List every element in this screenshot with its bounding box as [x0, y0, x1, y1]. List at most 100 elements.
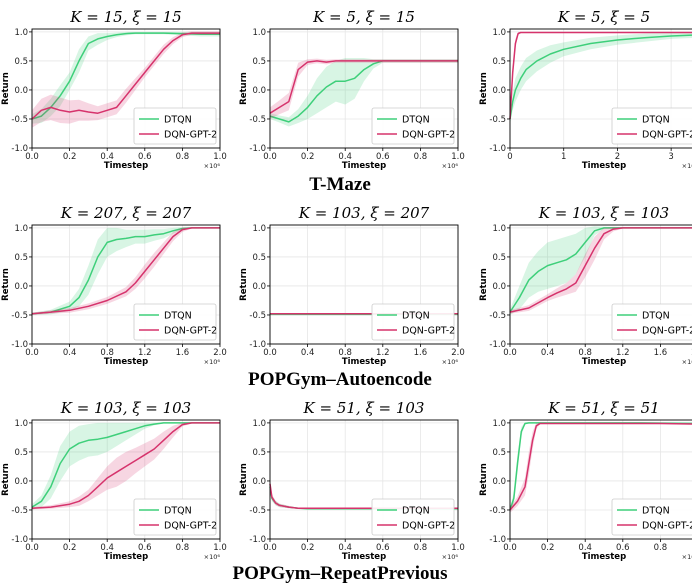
y-tick-label: 1.0	[492, 224, 506, 234]
x-tick-label: 0.0	[503, 543, 517, 553]
x-axis-multiplier: ×10⁶	[204, 162, 221, 170]
legend-box	[611, 303, 692, 341]
legend-box	[371, 498, 455, 536]
series-line-dtqn	[31, 422, 220, 508]
panel-2: K = 5, ξ = 15 0.0 0.2 0.4 0.6 0.8 1.0 -1.0 -0.5 0…	[239, 8, 465, 171]
x-tick-label: 0.8	[414, 543, 428, 553]
plot-frame	[509, 419, 692, 540]
x-axis-multiplier: ×10⁶	[442, 162, 459, 170]
y-tick-label: 0.5	[14, 57, 28, 67]
x-axis-multiplier: ×10⁶	[682, 553, 692, 561]
plot-frame	[269, 419, 459, 540]
legend-box	[371, 303, 455, 341]
y-axis-label: Return	[239, 72, 249, 105]
y-tick-label: 0.5	[252, 253, 266, 263]
y-tick-label: 0.0	[492, 477, 506, 487]
y-tick-label: -0.5	[489, 506, 506, 516]
y-tick-label: -1.0	[489, 144, 506, 154]
legend-box	[133, 303, 217, 341]
legend-label-dqn-gpt-2: DQN-GPT-2	[642, 326, 692, 337]
plot-frame	[31, 224, 221, 345]
x-tick-label: 0.2	[63, 152, 77, 162]
panel-title: K = 51, ξ = 103	[303, 399, 425, 417]
panel-8: K = 51, ξ = 103 0.0 0.2 0.4 0.6 0.8 1.0 -1.0 -0.…	[239, 399, 465, 562]
y-tick-label: -0.5	[11, 115, 28, 125]
legend-box	[611, 107, 692, 145]
panel-1: K = 15, ξ = 15 0.0 0.2 0.4 0.6 0.8 1.0 -1.0 -0.5…	[1, 8, 227, 171]
legend-label-dtqn: DTQN	[402, 311, 430, 322]
x-tick-label: 0.0	[263, 348, 277, 358]
y-axis-label: Return	[479, 72, 489, 105]
y-tick-label: 0.5	[252, 57, 266, 67]
y-tick-label: 1.0	[492, 419, 506, 429]
y-tick-label: -0.5	[11, 506, 28, 516]
x-tick-label: 0.4	[338, 543, 352, 553]
panel-title: K = 207, ξ = 207	[60, 204, 192, 222]
y-tick-label: 1.0	[252, 419, 266, 429]
legend-label-dqn-gpt-2: DQN-GPT-2	[164, 130, 217, 141]
series-line-dqn-gpt-2	[31, 227, 220, 315]
series-band-dtqn	[270, 58, 458, 127]
y-axis-label: Return	[1, 463, 11, 496]
x-tick-label: 0.0	[503, 348, 517, 358]
x-tick-label: 0.8	[414, 152, 428, 162]
y-tick-label: 0.5	[14, 253, 28, 263]
series-line-dqn-gpt-2	[509, 227, 692, 313]
legend-label-dtqn: DTQN	[164, 115, 192, 126]
x-tick-label: 0.2	[541, 543, 555, 553]
x-tick-label: 0.4	[100, 543, 114, 553]
y-tick-label: -1.0	[489, 535, 506, 545]
legend-label-dtqn: DTQN	[164, 506, 192, 517]
x-tick-label: 0.0	[25, 348, 39, 358]
y-tick-label: -0.5	[489, 115, 506, 125]
x-tick-label: 0.6	[376, 152, 390, 162]
x-tick-label: 0.0	[263, 152, 277, 162]
x-axis-label: Timestep	[342, 552, 386, 562]
x-tick-label: 0.6	[376, 543, 390, 553]
legend-label-dqn-gpt-2: DQN-GPT-2	[642, 521, 692, 532]
series-line-dtqn	[31, 32, 220, 120]
x-tick-label: 1.2	[138, 348, 152, 358]
y-tick-label: -1.0	[11, 340, 28, 350]
x-tick-label: 0.4	[63, 348, 77, 358]
y-tick-label: 1.0	[14, 28, 28, 38]
panel-title: K = 103, ξ = 207	[298, 204, 430, 222]
series-band-dtqn	[510, 32, 692, 125]
legend-label-dtqn: DTQN	[642, 506, 670, 517]
legend-label-dqn-gpt-2: DQN-GPT-2	[402, 130, 455, 141]
panel-title: K = 5, ξ = 15	[312, 8, 415, 26]
y-tick-label: -0.5	[249, 311, 266, 321]
y-tick-label: 0.0	[14, 282, 28, 292]
plot-frame	[269, 224, 459, 345]
x-axis-multiplier: ×10⁶	[682, 358, 692, 366]
plot-frame	[509, 224, 692, 345]
y-tick-label: 0.5	[492, 57, 506, 67]
x-tick-label: 0.2	[63, 543, 77, 553]
plot-frame	[509, 28, 692, 149]
panel-9: K = 51, ξ = 51 0.0 0.2 0.4 0.6 0.8 1.0 -1.0 -0.5…	[479, 399, 692, 562]
group-label-autoencode: POPGym–Autoencode	[248, 369, 432, 390]
x-tick-label: 1.0	[451, 152, 465, 162]
y-tick-label: -1.0	[11, 144, 28, 154]
y-tick-label: 0.5	[492, 448, 506, 458]
y-tick-label: -1.0	[11, 535, 28, 545]
x-tick-label: 0.8	[338, 348, 352, 358]
y-tick-label: -0.5	[11, 311, 28, 321]
legend-label-dqn-gpt-2: DQN-GPT-2	[402, 326, 455, 337]
x-tick-label: 0	[507, 152, 512, 162]
legend-label-dtqn: DTQN	[642, 115, 670, 126]
x-axis-label: Timestep	[104, 161, 148, 171]
legend-box	[611, 498, 692, 536]
panel-title: K = 51, ξ = 51	[547, 399, 659, 417]
x-axis-label: Timestep	[104, 357, 148, 367]
series-line-dqn-gpt-2	[31, 422, 220, 509]
x-tick-label: 0.2	[301, 152, 315, 162]
series-line-dqn-gpt-2	[509, 31, 692, 120]
x-tick-label: 1	[561, 152, 566, 162]
y-tick-label: 0.0	[492, 86, 506, 96]
series-line-dqn-gpt-2	[31, 32, 220, 120]
series-line-dtqn	[509, 34, 692, 120]
x-tick-label: 0.4	[301, 348, 315, 358]
x-axis-label: Timestep	[582, 161, 626, 171]
